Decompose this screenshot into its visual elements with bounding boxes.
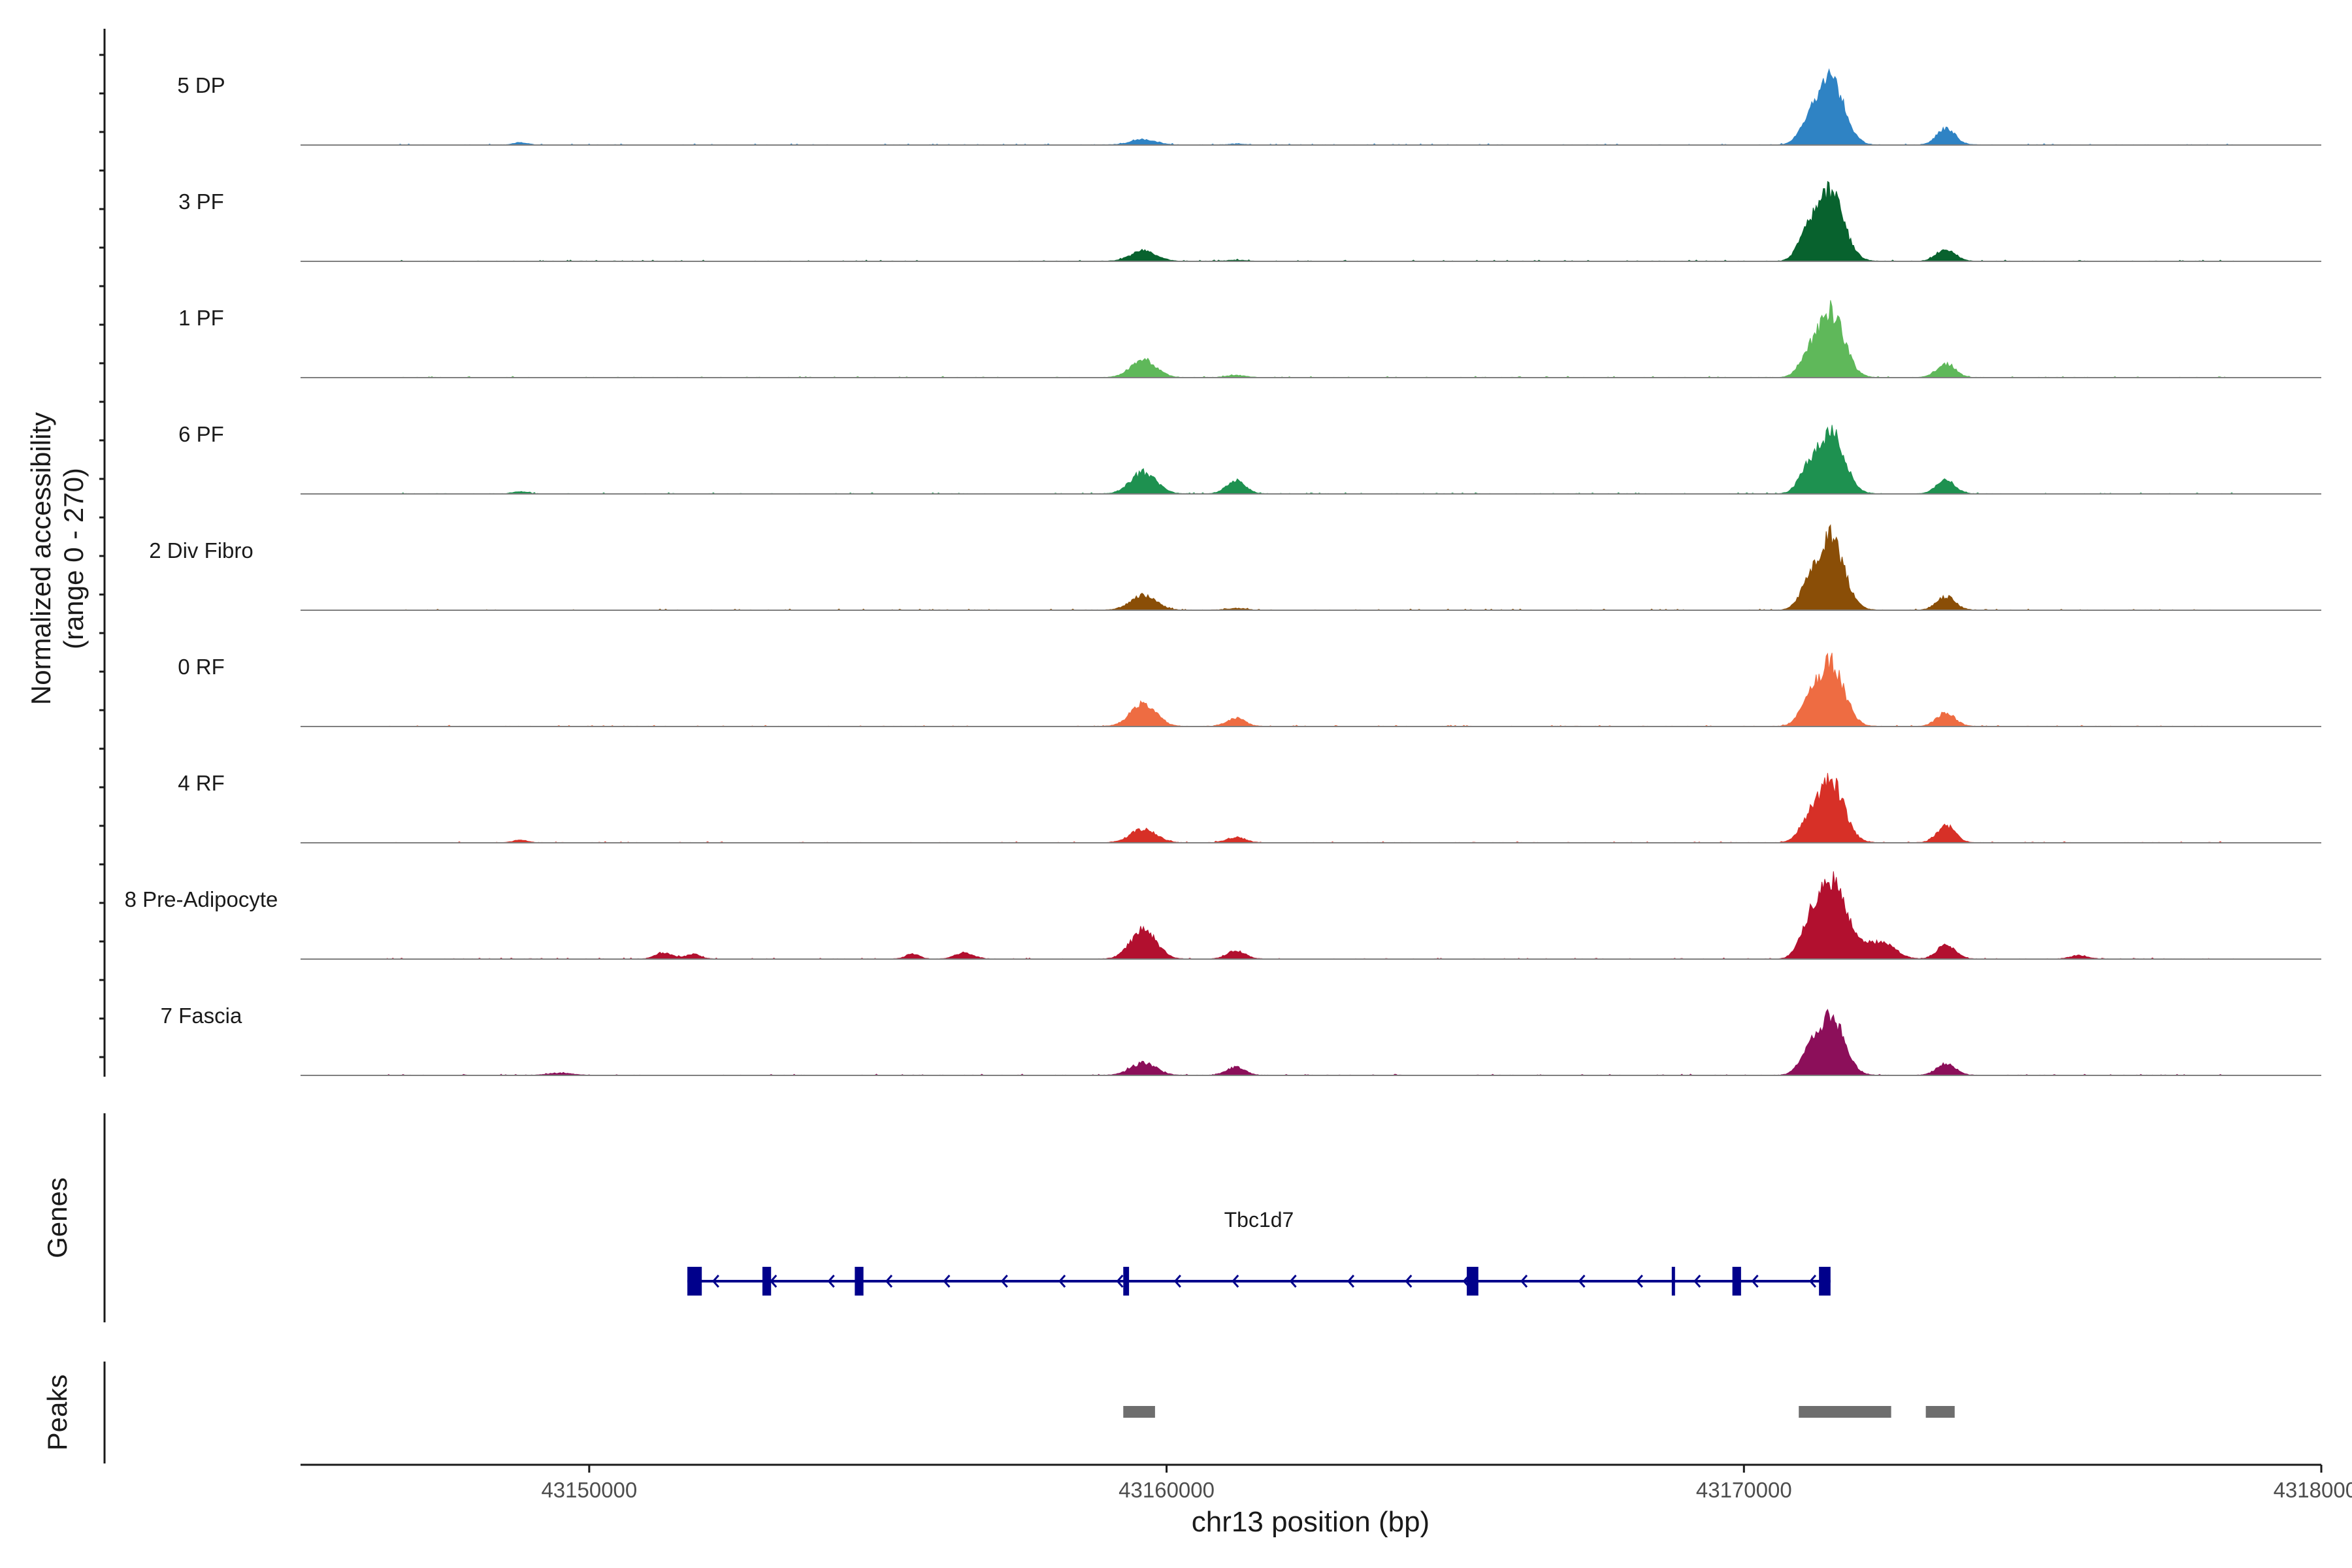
- x-tick-label-2: 43170000: [1696, 1478, 1792, 1502]
- gene-model: Tbc1d7: [687, 1208, 1831, 1296]
- coverage-track-5: [387, 652, 2235, 727]
- gene-exon-7: [1819, 1267, 1831, 1296]
- strand-arrow: [1058, 1275, 1066, 1288]
- x-axis-ticks: 43150000 43160000 43170000 43180000: [541, 1465, 2352, 1502]
- x-tick-label-1: 43160000: [1119, 1478, 1215, 1502]
- strand-arrow: [711, 1275, 719, 1288]
- strand-arrow: [1289, 1275, 1297, 1288]
- strand-arrow: [1232, 1275, 1239, 1288]
- track-label-3: 6 PF: [178, 422, 224, 446]
- coverage-track-2: [387, 300, 2235, 378]
- gene-exon-5: [1671, 1267, 1675, 1296]
- strand-arrow: [827, 1275, 835, 1288]
- peak-region-2: [1925, 1406, 1955, 1418]
- coverage-track-0: [387, 68, 2235, 146]
- gene-exon-2: [855, 1267, 864, 1296]
- gene-exon-3: [1123, 1267, 1130, 1296]
- peaks-panel-label: Peaks: [42, 1375, 73, 1451]
- y-axis-label-line2: (range 0 - 270): [58, 468, 89, 649]
- gene-name-label: Tbc1d7: [1224, 1208, 1294, 1232]
- track-label-0: 5 DP: [177, 73, 225, 97]
- track-label-6: 4 RF: [178, 771, 225, 795]
- coverage-track-7: [387, 871, 2235, 960]
- coverage-track-3: [387, 425, 2235, 495]
- strand-arrow: [943, 1275, 951, 1288]
- peak-region-0: [1123, 1406, 1155, 1418]
- strand-arrow: [1808, 1275, 1817, 1288]
- genes-panel-label: Genes: [42, 1177, 73, 1258]
- strand-arrow: [1116, 1275, 1124, 1288]
- peak-regions: [1123, 1406, 1955, 1418]
- track-label-4: 2 Div Fibro: [149, 538, 253, 563]
- coverage-track-4: [387, 524, 2235, 611]
- coverage-track-6: [387, 773, 2235, 843]
- strand-arrow: [1347, 1275, 1355, 1288]
- strand-arrow: [1000, 1275, 1008, 1288]
- x-tick-label-3: 43180000: [2274, 1478, 2352, 1502]
- y-axis-label-line1: Normalized accessibility: [25, 412, 56, 705]
- strand-arrow: [1578, 1275, 1586, 1288]
- coverage-track-8: [385, 1008, 2235, 1076]
- strand-arrow: [1520, 1275, 1528, 1288]
- track-label-5: 0 RF: [178, 655, 225, 679]
- gene-exon-6: [1732, 1267, 1741, 1296]
- coverage-tracks: 5 DP 3 PF 1 PF 6 PF 2 Div Fibro 0 RF 4 RF 8 Pre…: [125, 68, 2321, 1076]
- strand-arrow: [1751, 1275, 1759, 1288]
- x-tick-label-0: 43150000: [541, 1478, 637, 1502]
- track-label-8: 7 Fascia: [161, 1004, 242, 1028]
- strand-arrow: [770, 1275, 777, 1288]
- track-label-7: 8 Pre-Adipocyte: [125, 887, 278, 911]
- strand-arrow: [1693, 1275, 1701, 1288]
- coverage-axis-ticks: [99, 54, 105, 1058]
- gene-exon-0: [687, 1267, 702, 1296]
- strand-arrow: [1405, 1275, 1413, 1288]
- track-label-2: 1 PF: [178, 306, 224, 330]
- strand-arrow: [1173, 1275, 1181, 1288]
- peak-region-1: [1799, 1406, 1891, 1418]
- gene-exon-4: [1467, 1267, 1478, 1296]
- strand-arrow: [1635, 1275, 1643, 1288]
- gene-exon-1: [762, 1267, 772, 1296]
- x-axis-label: chr13 position (bp): [1192, 1506, 1429, 1538]
- coverage-track-1: [387, 180, 2235, 262]
- track-label-1: 3 PF: [178, 189, 224, 214]
- strand-arrow: [885, 1275, 893, 1288]
